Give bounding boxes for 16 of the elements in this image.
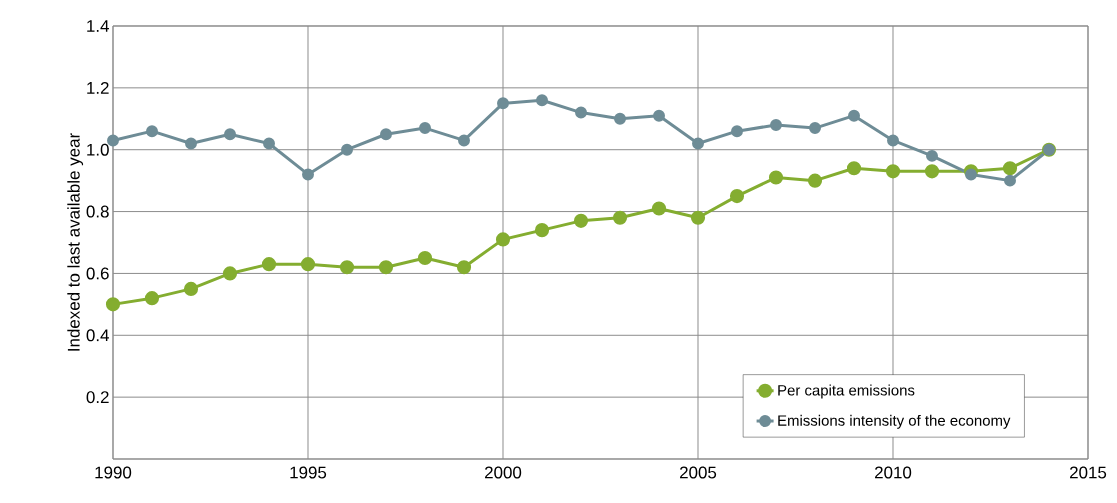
y-tick-label: 1.4 <box>87 20 109 32</box>
x-tick-label: 1995 <box>290 466 327 479</box>
y-axis-title: Indexed to last available year <box>67 133 84 351</box>
y-tick-label: 0.6 <box>86 267 109 280</box>
legend-label: Per capita emissions <box>778 384 915 399</box>
x-tick-label: 1990 <box>95 466 132 479</box>
legend-label: Emissions intensity of the economy <box>778 414 1011 429</box>
x-tick-label: 2015 <box>1070 466 1107 479</box>
y-tick-label: 1.0 <box>87 143 109 156</box>
x-tick-label: 2000 <box>485 466 522 479</box>
y-tick-label: 0.2 <box>86 391 109 404</box>
y-tick-label: 0.4 <box>86 329 109 342</box>
y-tick-label: 1.2 <box>87 81 109 94</box>
x-tick-label: 2010 <box>875 466 912 479</box>
x-tick-label: 2005 <box>680 466 717 479</box>
y-tick-label: 0.8 <box>86 205 109 218</box>
